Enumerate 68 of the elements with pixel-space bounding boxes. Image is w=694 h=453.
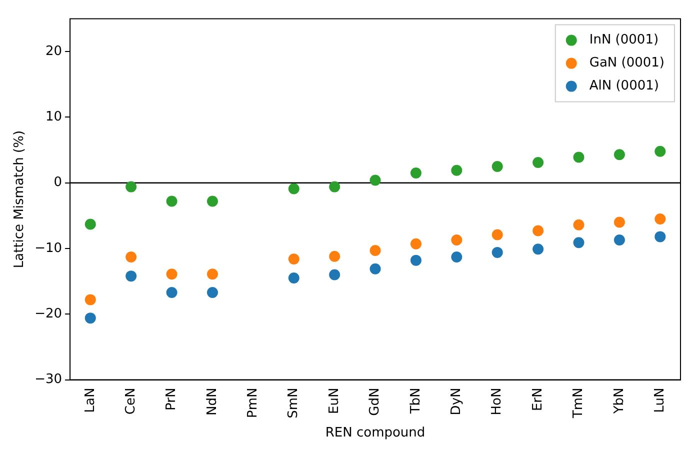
point — [410, 238, 422, 250]
point — [370, 174, 381, 186]
legend-label: InN (0001) — [589, 32, 659, 48]
y-tick-label: −30 — [34, 372, 62, 388]
point — [451, 252, 462, 263]
point — [126, 270, 137, 282]
x-tick-label: YbN — [612, 388, 627, 415]
point — [532, 244, 544, 255]
point — [573, 152, 584, 163]
x-tick-label: TmN — [571, 388, 586, 420]
point — [654, 231, 666, 242]
x-axis-title: REN compound — [325, 426, 426, 441]
point — [492, 160, 503, 172]
point — [532, 225, 544, 236]
x-tick-label: HoN — [490, 388, 505, 416]
point — [614, 216, 625, 228]
point — [614, 234, 625, 246]
y-tick-label: −20 — [34, 306, 62, 322]
point — [166, 196, 178, 207]
point — [654, 213, 666, 224]
point — [410, 168, 422, 179]
point — [206, 268, 218, 280]
x-tick-label: DyN — [449, 388, 464, 416]
x-tick-label: EuN — [326, 388, 342, 414]
point — [451, 164, 462, 176]
point — [532, 157, 544, 168]
x-tick-label: CeN — [123, 388, 138, 415]
point — [329, 269, 340, 280]
point — [329, 181, 340, 192]
x-tick-label: PrN — [164, 388, 180, 410]
point — [288, 272, 300, 284]
legend-label: AlN (0001) — [589, 78, 659, 94]
legend-label: GaN (0001) — [589, 56, 664, 71]
point — [492, 229, 503, 240]
y-tick-label: 0 — [54, 175, 62, 190]
point — [492, 246, 503, 258]
point — [166, 286, 178, 298]
point — [126, 181, 137, 192]
y-tick-label: −10 — [34, 240, 62, 256]
point — [206, 286, 218, 298]
x-tick-label: ErN — [530, 388, 546, 412]
point — [573, 219, 584, 230]
point — [451, 234, 462, 246]
point — [654, 146, 666, 157]
x-tick-label: PmN — [246, 388, 261, 418]
point — [370, 244, 381, 256]
point — [329, 250, 340, 262]
point — [573, 237, 584, 248]
point — [206, 196, 218, 207]
point — [84, 218, 96, 230]
y-tick-label: 20 — [45, 44, 62, 59]
point — [288, 254, 300, 265]
point — [370, 263, 381, 274]
y-tick-label: 10 — [45, 110, 62, 125]
point — [288, 183, 300, 194]
x-tick-label: LuN — [652, 388, 668, 413]
point — [614, 149, 625, 160]
y-axis-title: Lattice Mismatch (%) — [12, 130, 28, 268]
point — [84, 312, 96, 324]
point — [84, 294, 96, 306]
x-tick-label: NdN — [204, 388, 220, 416]
x-tick-label: TbN — [408, 388, 424, 415]
point — [166, 268, 178, 280]
x-tick-label: GdN — [368, 388, 383, 416]
x-tick-label: SmN — [286, 388, 302, 418]
x-tick-label: LaN — [82, 388, 98, 413]
point — [410, 254, 422, 266]
point — [126, 252, 137, 263]
